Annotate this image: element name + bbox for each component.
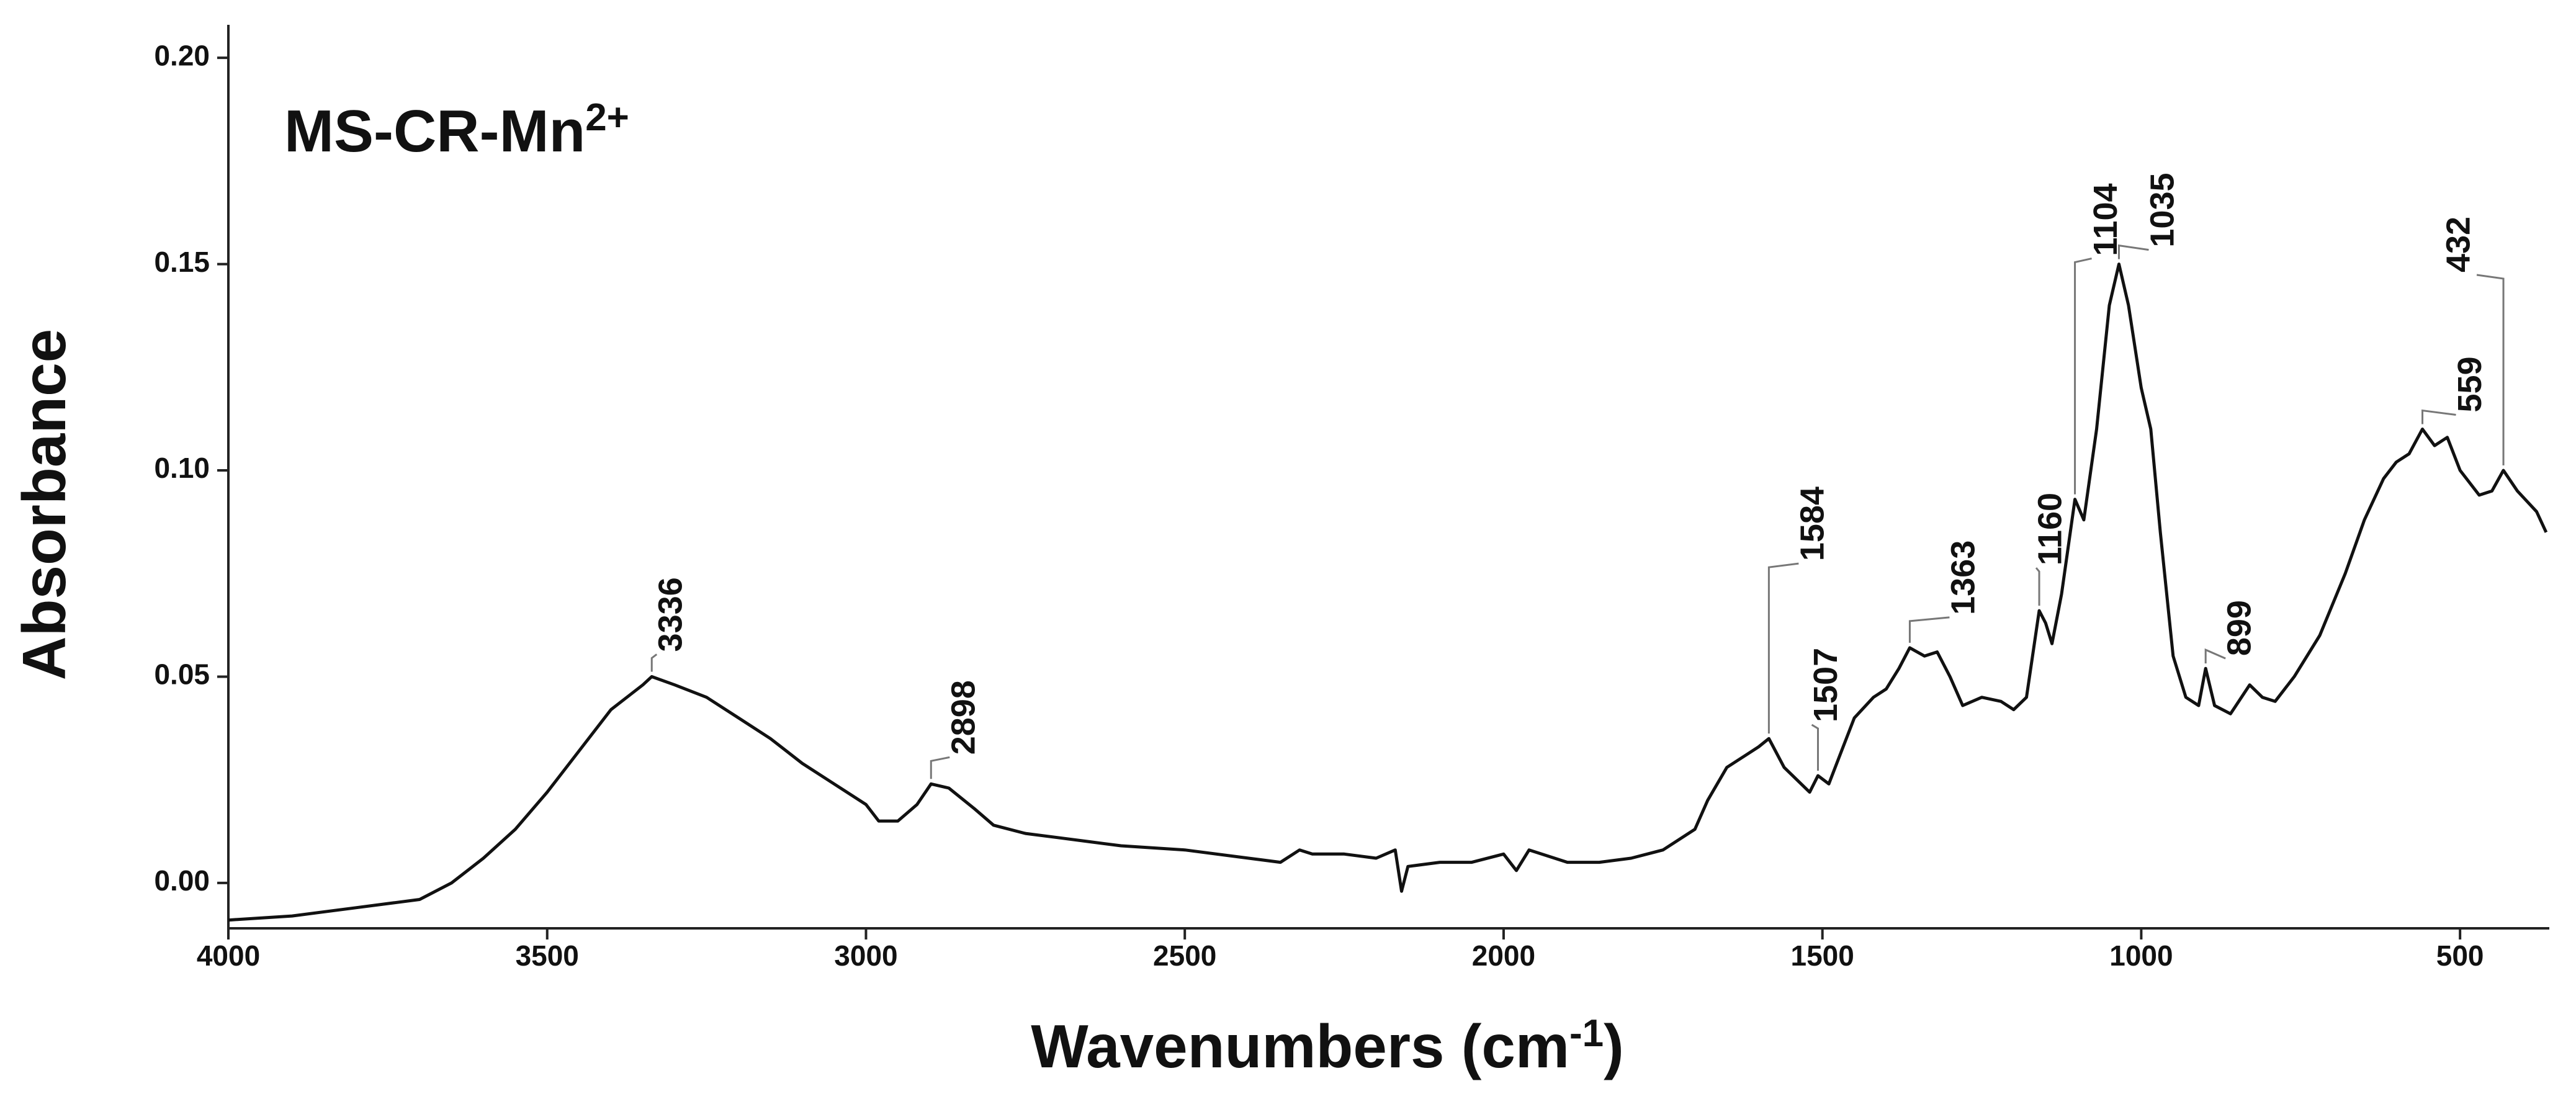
x-tick-label: 3500 (516, 939, 579, 972)
peak-label: 559 (2451, 356, 2488, 412)
peak-label: 1363 (1945, 540, 1982, 615)
peak-label: 1160 (2031, 493, 2068, 565)
x-axis-label: Wavenumbers (cm-1) (1031, 1012, 1624, 1081)
y-axis-label: Absorbance (10, 329, 78, 680)
peak-label: 1507 (1807, 648, 1844, 722)
x-label-superscript: -1 (1569, 1012, 1604, 1055)
peak-leader (2204, 648, 2226, 664)
x-tick-label: 1000 (2109, 939, 2173, 972)
y-tick-label: 0.10 (154, 452, 210, 484)
title-superscript: 2+ (585, 96, 629, 139)
title-text: MS-CR-Mn (284, 98, 585, 164)
peak-leader (2035, 567, 2040, 606)
peak-leader (650, 653, 658, 672)
peak-leader (1908, 616, 1950, 643)
x-tick-label: 1500 (1791, 939, 1854, 972)
peak-label: 3336 (652, 577, 689, 652)
peak-label: 2898 (945, 680, 982, 755)
peak-label: 1035 (2144, 173, 2181, 247)
peak-leader (1767, 562, 1799, 734)
y-tick-label: 0.05 (154, 658, 210, 691)
peak-label: 1584 (1794, 486, 1831, 561)
peak-leader (1811, 724, 1819, 771)
peak-leader (2421, 409, 2456, 424)
x-tick-label: 4000 (197, 939, 260, 972)
chart-title: MS-CR-Mn2+ (284, 96, 629, 165)
peak-leader (2476, 274, 2505, 466)
x-tick-label: 2500 (1153, 939, 1216, 972)
y-tick-label: 0.15 (154, 246, 210, 278)
peak-leader (2074, 258, 2092, 495)
peak-leader (2117, 244, 2149, 259)
spectrum-line (228, 262, 2548, 922)
peak-label: 1104 (2087, 183, 2124, 256)
peak-leader (930, 756, 950, 779)
x-tick-label: 500 (2436, 939, 2484, 972)
y-tick-label: 0.20 (154, 39, 210, 71)
x-tick-label: 3000 (834, 939, 897, 972)
x-label-text-end: ) (1604, 1012, 1624, 1080)
peak-label: 432 (2439, 217, 2477, 272)
x-tick-label: 2000 (1472, 939, 1535, 972)
peak-label: 899 (2220, 600, 2258, 656)
x-label-text: Wavenumbers (cm (1031, 1012, 1569, 1080)
y-tick-label: 0.00 (154, 864, 210, 897)
